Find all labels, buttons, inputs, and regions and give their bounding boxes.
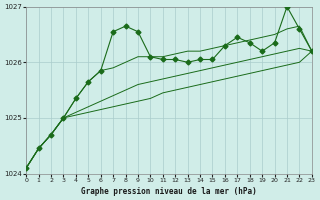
X-axis label: Graphe pression niveau de la mer (hPa): Graphe pression niveau de la mer (hPa) <box>81 187 257 196</box>
